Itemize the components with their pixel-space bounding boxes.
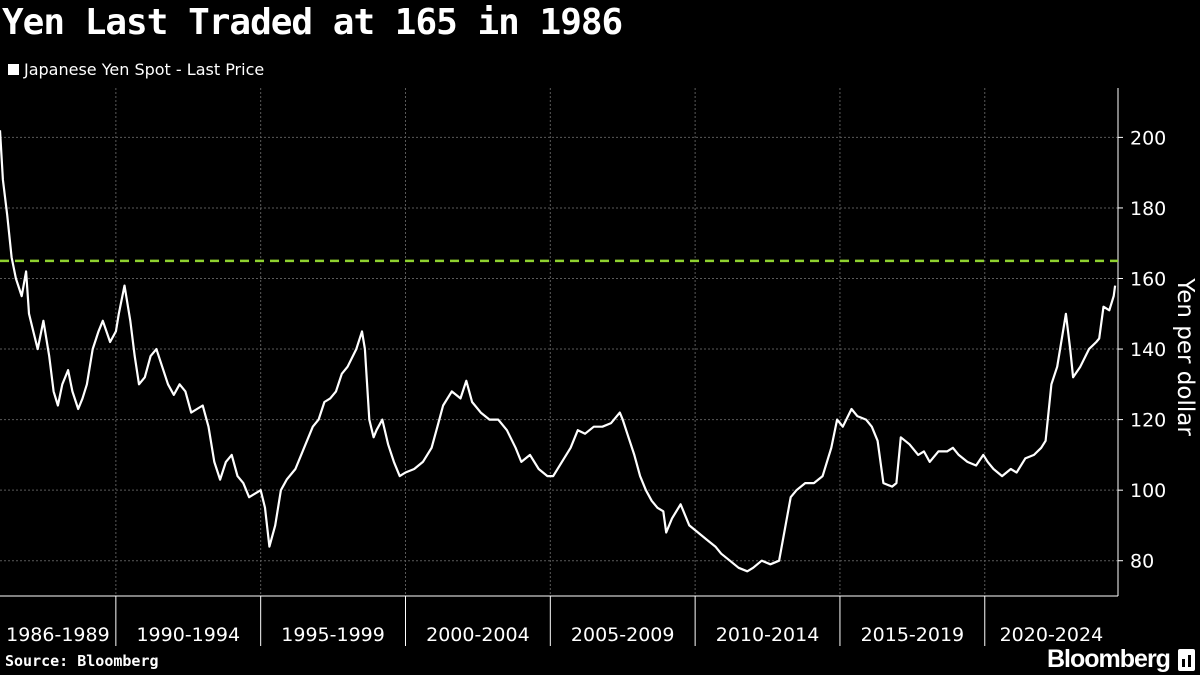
y-tick-label-80: 80	[1130, 551, 1154, 573]
y-tick-label-100: 100	[1130, 480, 1166, 502]
bloomberg-chart-icon	[1178, 649, 1195, 671]
x-tick-label-1: 1990-1994	[136, 624, 240, 646]
x-tick-label-3: 2000-2004	[426, 624, 530, 646]
y-tick-label-180: 180	[1130, 198, 1166, 220]
x-tick-label-5: 2010-2014	[716, 624, 820, 646]
y-tick-label-200: 200	[1130, 127, 1166, 149]
x-tick-label-2: 1995-1999	[281, 624, 385, 646]
y-tick-label-160: 160	[1130, 269, 1166, 291]
bloomberg-logo: Bloomberg	[1047, 645, 1171, 673]
series-line-0	[0, 130, 1117, 573]
x-tick-label-4: 2005-2009	[571, 624, 675, 646]
chart-title: Yen Last Traded at 165 in 1986	[2, 2, 623, 43]
x-tick-label-0: 1986-1989	[6, 624, 110, 646]
legend-label: Japanese Yen Spot - Last Price	[24, 60, 265, 79]
legend: Japanese Yen Spot - Last Price	[8, 60, 264, 79]
source-note: Source: Bloomberg	[5, 652, 159, 670]
y-tick-label-120: 120	[1130, 410, 1166, 432]
x-tick-label-6: 2015-2019	[861, 624, 965, 646]
x-tick-label-7: 2020-2024	[1000, 624, 1104, 646]
y-tick-label-140: 140	[1130, 339, 1166, 361]
legend-swatch-icon	[8, 64, 19, 75]
y-axis-title: Yen per dollar	[1172, 277, 1198, 436]
